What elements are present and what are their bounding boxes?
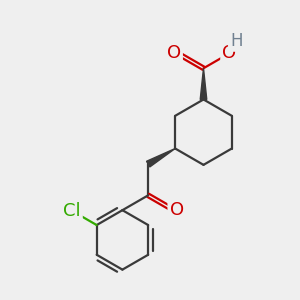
Polygon shape <box>200 68 207 100</box>
Text: H: H <box>230 32 242 50</box>
Text: Cl: Cl <box>63 202 81 220</box>
Polygon shape <box>146 148 175 167</box>
Text: O: O <box>169 201 184 219</box>
Text: O: O <box>222 44 236 62</box>
Text: O: O <box>167 44 181 62</box>
